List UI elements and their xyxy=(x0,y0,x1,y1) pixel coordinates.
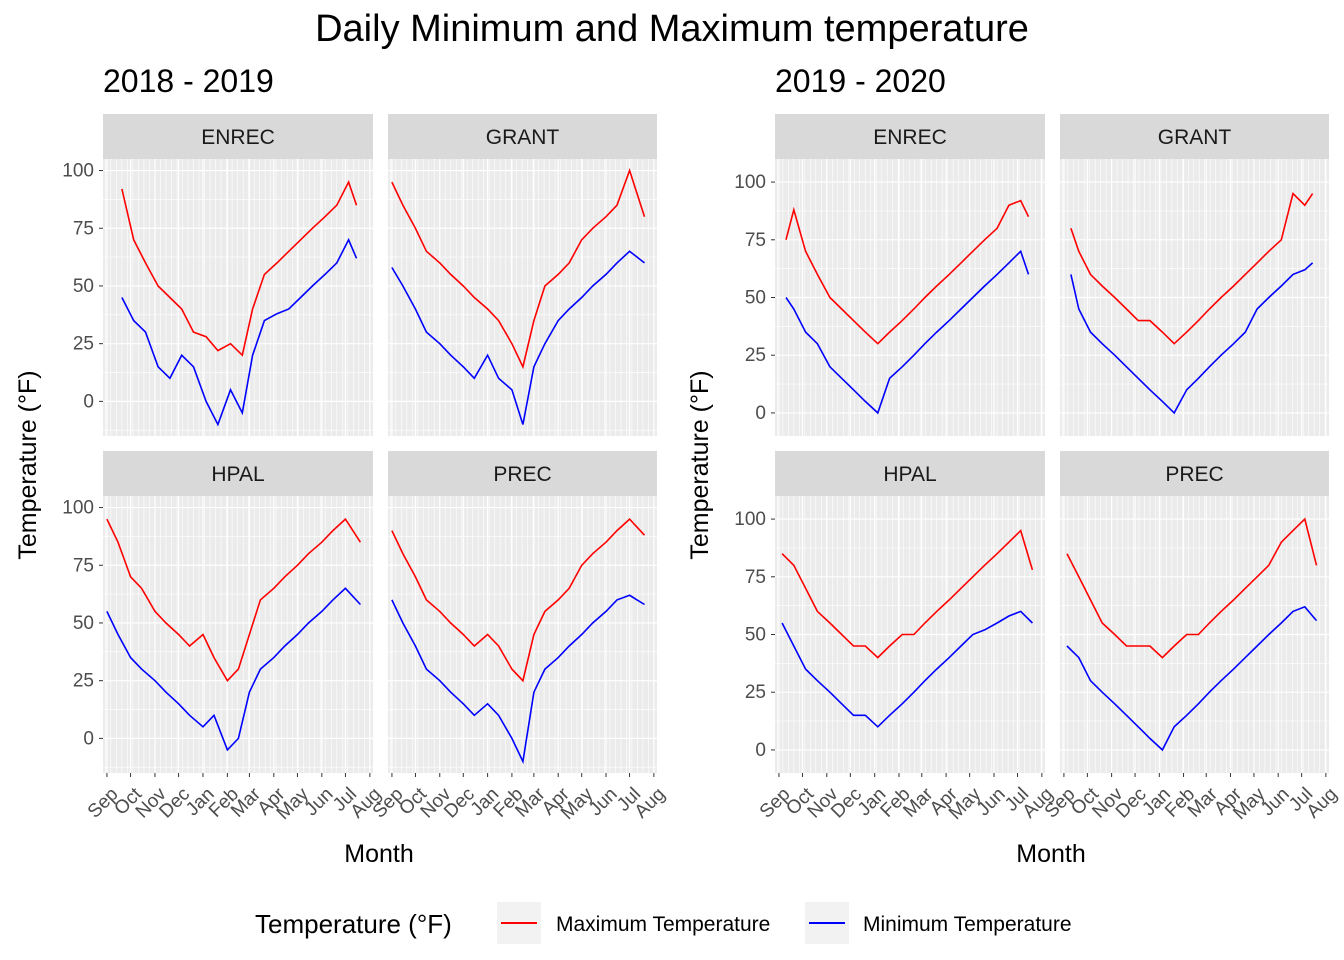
subtitle-2019-2020: 2019 - 2020 xyxy=(775,63,946,99)
series-line-min xyxy=(391,594,645,765)
y-tick-label: 25 xyxy=(73,334,94,355)
facet-hpal-2018-2019: HPAL0255075100SepOctNovDecJanFebMarAprMa… xyxy=(62,451,385,824)
facet-strip-label: ENREC xyxy=(873,126,947,149)
facet-enrec-2019-2020: ENREC 0 25 50 75 100 xyxy=(734,114,1045,436)
series-line-max xyxy=(106,517,362,683)
facet-strip xyxy=(103,114,373,159)
facet-strip-label: HPAL xyxy=(211,463,264,486)
facet-enrec-2018-2019: ENREC 0 25 50 75 100 xyxy=(62,114,373,436)
facet-strip xyxy=(775,114,1045,159)
y-axis-title-left: Temperature (°F) xyxy=(14,370,42,559)
facet-strip-label: ENREC xyxy=(201,126,275,149)
panel-background xyxy=(103,159,373,436)
panel-background xyxy=(103,496,373,773)
y-tick-label: 100 xyxy=(62,161,94,182)
series-line-max xyxy=(391,517,646,683)
series-line-min xyxy=(781,610,1033,728)
x-tick-label: Aug xyxy=(631,784,670,823)
series-line-min xyxy=(106,587,361,752)
facet-grant-2019-2020: GRANT xyxy=(1060,114,1329,436)
y-tick-label: 50 xyxy=(745,625,766,646)
facet-strip-label: GRANT xyxy=(486,126,560,149)
facet-strip-label: HPAL xyxy=(883,463,936,486)
series-line-max xyxy=(391,168,646,370)
facet-grant-2018-2019: GRANT xyxy=(388,114,657,436)
x-tick-label: Aug xyxy=(1303,784,1342,823)
series-line-min xyxy=(1066,605,1318,752)
y-tick-label: 50 xyxy=(73,276,94,297)
x-axis-title-right: Month xyxy=(1016,840,1085,868)
legend-title: Temperature (°F) xyxy=(255,909,452,939)
legend-label-min: Minimum Temperature xyxy=(863,913,1072,936)
series-line-max xyxy=(781,529,1034,659)
panel-background xyxy=(388,496,657,773)
y-tick-label: 50 xyxy=(745,288,766,309)
series-line-max xyxy=(1066,517,1318,659)
y-tick-label: 100 xyxy=(734,172,766,193)
y-tick-label: 75 xyxy=(73,218,94,239)
series-line-min xyxy=(1070,262,1314,415)
y-tick-label: 0 xyxy=(83,391,94,412)
facet-strip-label: PREC xyxy=(1165,463,1223,486)
y-tick-label: 25 xyxy=(745,345,766,366)
chart-title: Daily Minimum and Maximum temperature xyxy=(315,8,1029,50)
y-axis-title-right: Temperature (°F) xyxy=(686,370,714,559)
y-tick-label: 0 xyxy=(755,403,766,424)
y-tick-label: 75 xyxy=(73,555,94,576)
legend: Temperature (°F) Maximum Temperature Min… xyxy=(255,902,1072,944)
series-line-min xyxy=(121,237,358,427)
facet-strip xyxy=(388,114,657,159)
subtitle-2018-2019: 2018 - 2019 xyxy=(103,63,274,99)
facet-strip-label: GRANT xyxy=(1158,126,1232,149)
facet-strip xyxy=(1060,114,1329,159)
panel-background xyxy=(388,159,657,436)
series-line-min xyxy=(785,249,1030,415)
facet-strip xyxy=(775,451,1045,496)
facet-hpal-2019-2020: HPAL0255075100SepOctNovDecJanFebMarAprMa… xyxy=(734,451,1057,824)
y-tick-label: 50 xyxy=(73,613,94,634)
y-tick-label: 100 xyxy=(734,509,766,530)
series-line-max xyxy=(785,199,1030,345)
facet-strip-label: PREC xyxy=(493,463,551,486)
y-tick-label: 25 xyxy=(745,682,766,703)
x-axis-title-left: Month xyxy=(344,840,413,868)
series-line-min xyxy=(391,250,645,425)
facet-strip xyxy=(1060,451,1329,496)
y-tick-label: 0 xyxy=(755,740,766,761)
y-tick-label: 75 xyxy=(745,230,766,251)
y-tick-label: 75 xyxy=(745,567,766,588)
series-line-max xyxy=(121,180,358,357)
y-tick-label: 100 xyxy=(62,498,94,519)
facet-strip xyxy=(103,451,373,496)
series-line-max xyxy=(1070,192,1314,345)
legend-label-max: Maximum Temperature xyxy=(556,913,770,936)
y-tick-label: 0 xyxy=(83,728,94,749)
y-tick-label: 25 xyxy=(73,671,94,692)
facet-strip xyxy=(388,451,657,496)
